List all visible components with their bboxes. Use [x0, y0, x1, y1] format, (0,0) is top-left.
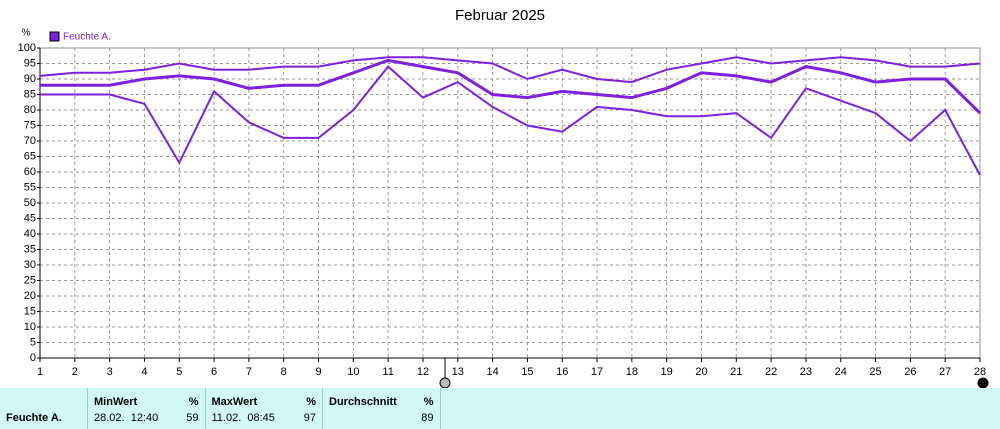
stat-cell: MinWert% 28.02. 12:40 59 — [88, 388, 206, 429]
line-series — [40, 58, 982, 115]
y-tick-label: 0 — [30, 352, 36, 364]
plot: 0510152025303540455055606570758085909510… — [18, 42, 986, 378]
y-tick-label: 15 — [24, 305, 36, 317]
x-tick-label: 14 — [486, 366, 498, 378]
slider-handle[interactable] — [977, 377, 989, 388]
y-tick-label: 70 — [24, 135, 36, 147]
y-tick-label: 55 — [24, 181, 36, 193]
y-tick-label: 25 — [24, 274, 36, 286]
x-tick-label: 22 — [765, 366, 777, 378]
stat-title: MinWert — [94, 396, 138, 408]
stat-value: 89 — [421, 412, 434, 424]
y-tick-label: 75 — [24, 119, 36, 131]
y-tick-label: 45 — [24, 212, 36, 224]
y-tick-label: 30 — [24, 259, 36, 271]
y-tick-label: 50 — [24, 197, 36, 209]
x-tick-label: 6 — [211, 366, 217, 378]
x-tick-label: 18 — [626, 366, 638, 378]
stat-time: 11.02. 08:45 — [211, 412, 275, 424]
x-tick-label: 8 — [281, 366, 287, 378]
y-tick-label: 90 — [24, 73, 36, 85]
x-tick-label: 21 — [730, 366, 742, 378]
y-tick-label: 95 — [24, 57, 36, 69]
x-tick-label: 17 — [591, 366, 603, 378]
x-tick-label: 10 — [347, 366, 359, 378]
legend-label: Feuchte A. — [63, 32, 111, 43]
x-tick-label: 12 — [417, 366, 429, 378]
stat-unit: % — [423, 396, 434, 408]
x-tick-label: 15 — [521, 366, 533, 378]
line-series — [40, 65, 981, 176]
stat-title: MaxWert — [211, 396, 258, 408]
stat-unit: % — [188, 396, 199, 408]
x-tick-label: 20 — [695, 366, 707, 378]
chart: Februar 2025 % 0510152025303540455055606… — [18, 7, 989, 388]
stat-value: 97 — [303, 412, 316, 424]
x-tick-label: 13 — [452, 366, 464, 378]
x-tick-label: 4 — [141, 366, 147, 378]
stats-table: Feuchte A. MinWert% 28.02. 12:40 59 MaxWert%… — [0, 388, 1000, 429]
x-tick-label: 5 — [176, 366, 182, 378]
stat-time: 28.02. 12:40 — [94, 412, 159, 424]
y-tick-label: 60 — [24, 166, 36, 178]
x-tick-label: 23 — [800, 366, 812, 378]
stat-cell: Durchschnitt% 89 — [323, 388, 441, 429]
x-tick-label: 2 — [72, 366, 78, 378]
x-tick-label: 25 — [869, 366, 881, 378]
x-tick-label: 16 — [556, 366, 568, 378]
y-tick-label: 10 — [24, 321, 36, 333]
stat-unit: % — [306, 396, 316, 408]
x-tick-label: 28 — [974, 366, 986, 378]
y-tick-label: 80 — [24, 104, 36, 116]
x-tick-label: 27 — [939, 366, 951, 378]
stat-cell: MaxWert% 11.02. 08:45 97 — [206, 388, 323, 429]
x-tick-label: 7 — [246, 366, 252, 378]
line-series — [39, 56, 981, 84]
x-tick-label: 1 — [37, 366, 43, 378]
legend-swatch — [49, 31, 60, 42]
x-tick-label: 11 — [382, 366, 393, 378]
y-tick-label: 35 — [24, 243, 36, 255]
y-tick-label: 100 — [18, 42, 36, 54]
x-tick-label: 26 — [904, 366, 916, 378]
x-tick-label: 3 — [107, 366, 113, 378]
y-tick-label: 40 — [24, 228, 36, 240]
slider-handle[interactable] — [439, 377, 451, 388]
stat-title: Durchschnitt — [329, 396, 397, 408]
row-label-cell: Feuchte A. — [0, 388, 88, 429]
row-label: Feuchte A. — [6, 412, 62, 424]
x-tick-label: 19 — [661, 366, 673, 378]
x-tick-label: 9 — [315, 366, 321, 378]
y-axis-label: % — [22, 28, 31, 39]
x-tick-label: 24 — [835, 366, 847, 378]
stat-value: 59 — [186, 412, 199, 424]
y-tick-label: 65 — [24, 150, 36, 162]
y-tick-label: 5 — [30, 336, 36, 348]
chart-title: Februar 2025 — [455, 7, 545, 24]
y-tick-label: 20 — [24, 290, 36, 302]
y-tick-label: 85 — [24, 88, 36, 100]
